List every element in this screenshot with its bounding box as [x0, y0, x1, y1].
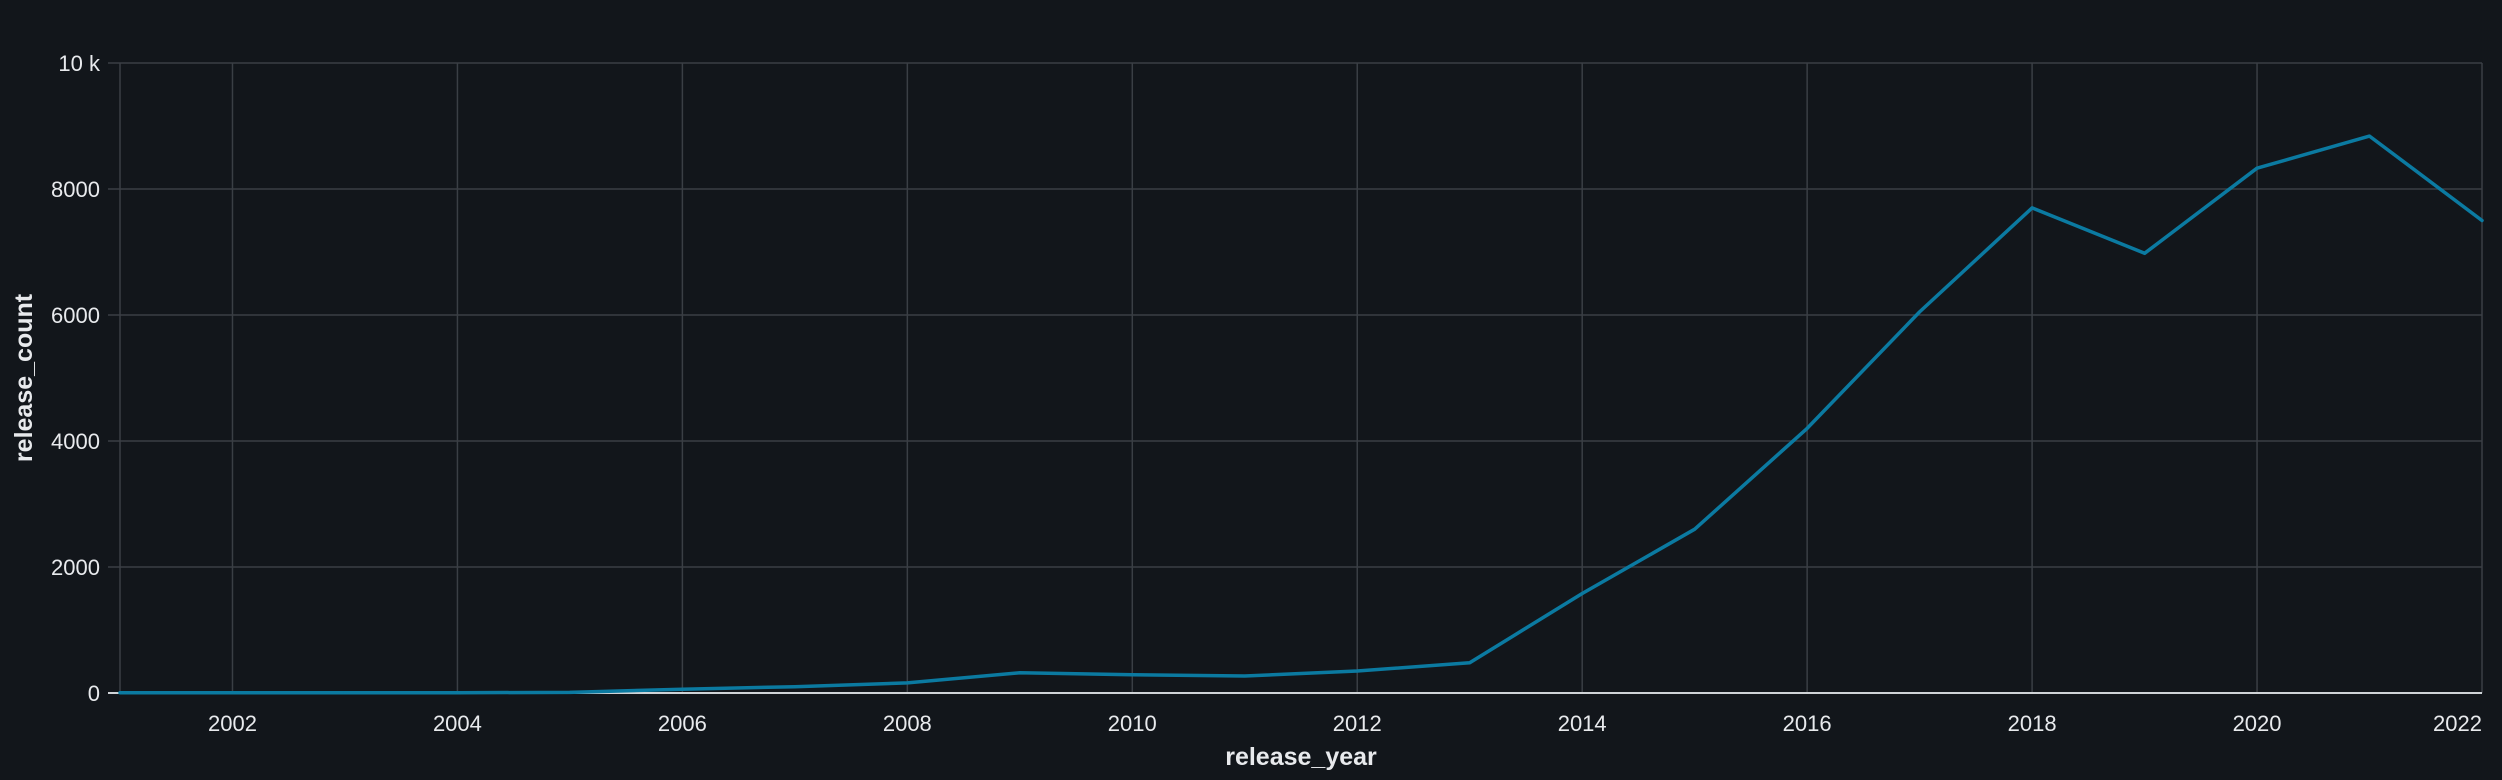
- x-tick-label: 2020: [2233, 711, 2282, 736]
- data-point: [1580, 591, 1584, 595]
- x-tick-label: 2016: [1783, 711, 1832, 736]
- data-point: [1130, 673, 1134, 677]
- data-point: [1693, 527, 1697, 531]
- data-point: [793, 685, 797, 689]
- x-tick-label: 2014: [1558, 711, 1607, 736]
- x-gridlines: [119, 63, 2483, 693]
- y-tick-label: 8000: [51, 177, 100, 202]
- y-tick-label: 10 k: [58, 51, 101, 76]
- x-tick-label: 2004: [433, 711, 482, 736]
- y-axis-title: release_count: [10, 293, 38, 462]
- data-point: [2143, 251, 2147, 255]
- data-point: [1018, 671, 1022, 675]
- data-point: [680, 687, 684, 691]
- data-point: [1355, 669, 1359, 673]
- data-point: [2480, 219, 2484, 222]
- data-point: [1805, 426, 1809, 430]
- y-tick-label: 6000: [51, 303, 100, 328]
- x-tick-labels: 2002 2004 2006 2008 2010 2012 2014 2016 2018 2020…: [208, 711, 2482, 736]
- data-point: [1468, 661, 1472, 665]
- x-tick-label: 2002: [208, 711, 257, 736]
- x-tick-label: 2010: [1108, 711, 1157, 736]
- y-tick-label: 4000: [51, 429, 100, 454]
- y-tick-label: 0: [88, 681, 100, 706]
- data-point: [343, 691, 347, 695]
- data-point: [230, 691, 234, 695]
- y-tick-labels: 0 2000 4000 6000 8000 10 k: [51, 51, 101, 706]
- data-point: [568, 690, 572, 694]
- data-point: [455, 691, 459, 695]
- y-gridlines: [108, 62, 2482, 694]
- data-point: [1243, 674, 1247, 678]
- x-axis-title: release_year: [1225, 743, 1377, 771]
- y-tick-label: 2000: [51, 555, 100, 580]
- series-layer: [118, 134, 2484, 695]
- data-point: [2030, 206, 2034, 210]
- x-tick-label: 2022: [2433, 711, 2482, 736]
- data-point: [118, 691, 122, 695]
- x-tick-label: 2006: [658, 711, 707, 736]
- data-point: [2368, 134, 2372, 138]
- x-tick-label: 2012: [1333, 711, 1382, 736]
- data-point: [2255, 166, 2259, 170]
- series-line-0: [118, 134, 2484, 695]
- x-tick-label: 2008: [883, 711, 932, 736]
- x-tick-label: 2018: [2008, 711, 2057, 736]
- data-point: [905, 681, 909, 685]
- data-point: [1918, 310, 1922, 314]
